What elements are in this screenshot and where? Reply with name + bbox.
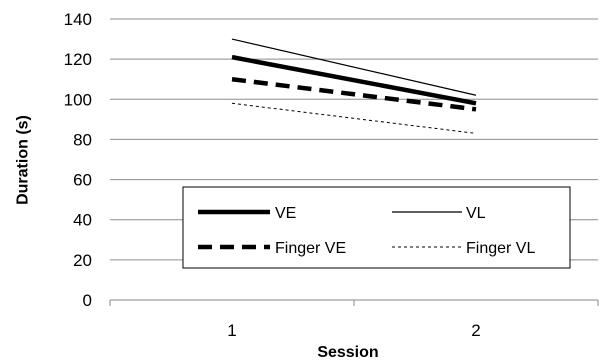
x-tick-label: 1 — [227, 321, 236, 340]
y-axis-label: Duration (s) — [15, 115, 32, 205]
x-axis-label: Session — [317, 344, 378, 361]
series-lines — [231, 38, 477, 134]
y-tick-label: 0 — [83, 291, 92, 310]
legend-ve-label: VE — [275, 205, 296, 222]
x-tick-label: 2 — [471, 321, 480, 340]
y-tick-label: 100 — [64, 90, 92, 109]
y-tick-label: 40 — [73, 211, 92, 230]
legend-finger-vl-label: Finger VL — [466, 240, 535, 257]
legend-box — [182, 186, 571, 269]
y-axis-ticks: 0 20 40 60 80 100 120 140 — [64, 10, 92, 310]
series-line-vl — [231, 38, 477, 96]
legend: VE VL Finger VE Finger VL — [182, 186, 571, 269]
series-line-finger-ve — [231, 76, 477, 112]
legend-vl-label: VL — [466, 205, 486, 222]
y-tick-label: 60 — [73, 171, 92, 190]
y-tick-label: 80 — [73, 130, 92, 149]
y-tick-label: 20 — [73, 251, 92, 270]
y-tick-label: 120 — [64, 50, 92, 69]
series-line-finger-vl — [231, 102, 477, 134]
legend-finger-ve-label: Finger VE — [275, 240, 346, 257]
y-tick-label: 140 — [64, 10, 92, 29]
series-line-ve — [231, 54, 477, 106]
